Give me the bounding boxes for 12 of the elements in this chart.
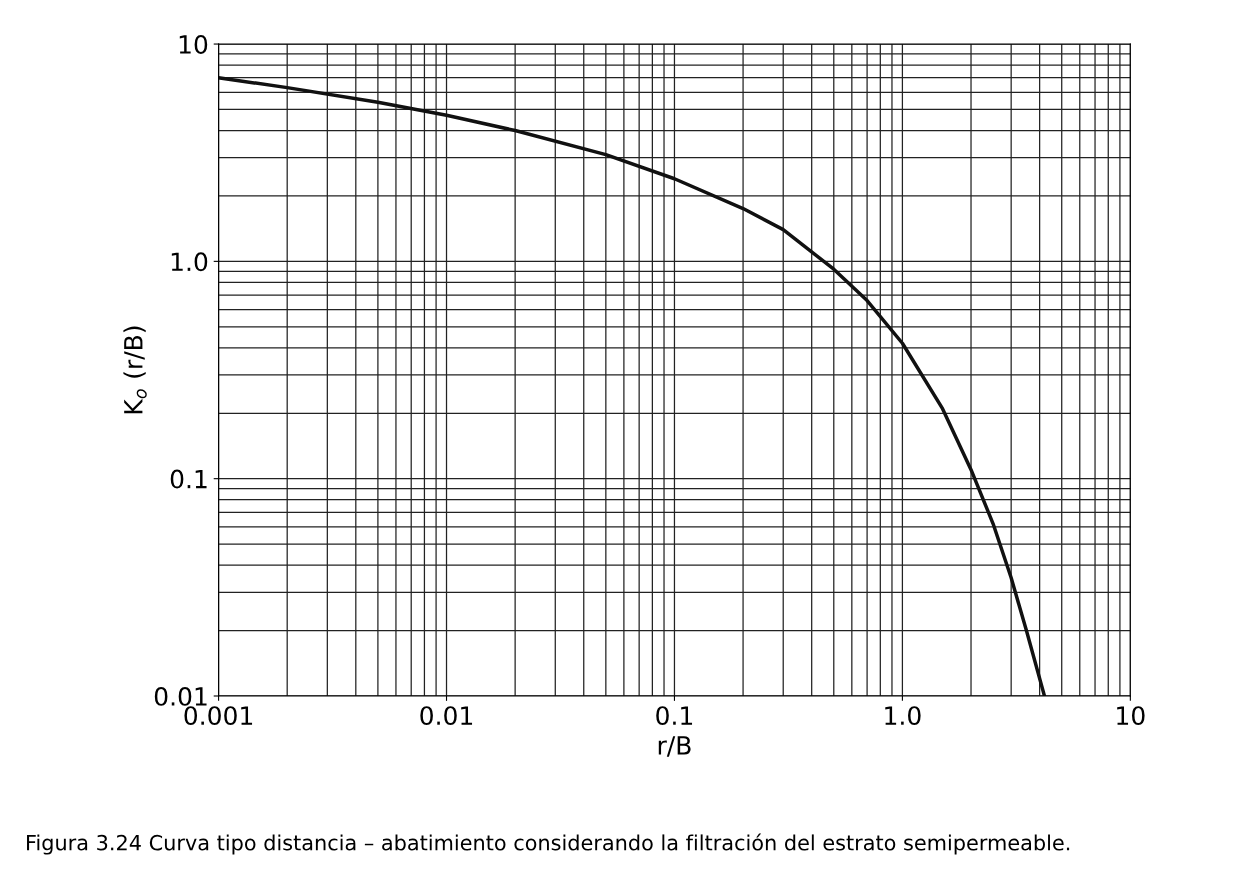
x-tick-label: 0.001 [184, 706, 253, 726]
x-axis-title: r/B [658, 736, 691, 757]
y-axis-title: K$_{o}$ (r/B) [123, 326, 147, 414]
x-tick-label: 1.0 [885, 706, 921, 726]
text: Figura 3.24 Curva tipo distancia – abatimiento considerando la filtración del estrato semipermeable. [27, 833, 1070, 855]
x-tick-label: 0.01 [420, 706, 473, 726]
y-tick-label: 0.1 [170, 469, 207, 489]
x-tick-label: 10 [1117, 706, 1145, 726]
y-tick-label: 10 [179, 34, 208, 54]
y-tick-label: 1.0 [171, 252, 208, 272]
y-tick-label: 0.01 [154, 686, 207, 706]
x-tick-label: 0.1 [656, 706, 693, 726]
